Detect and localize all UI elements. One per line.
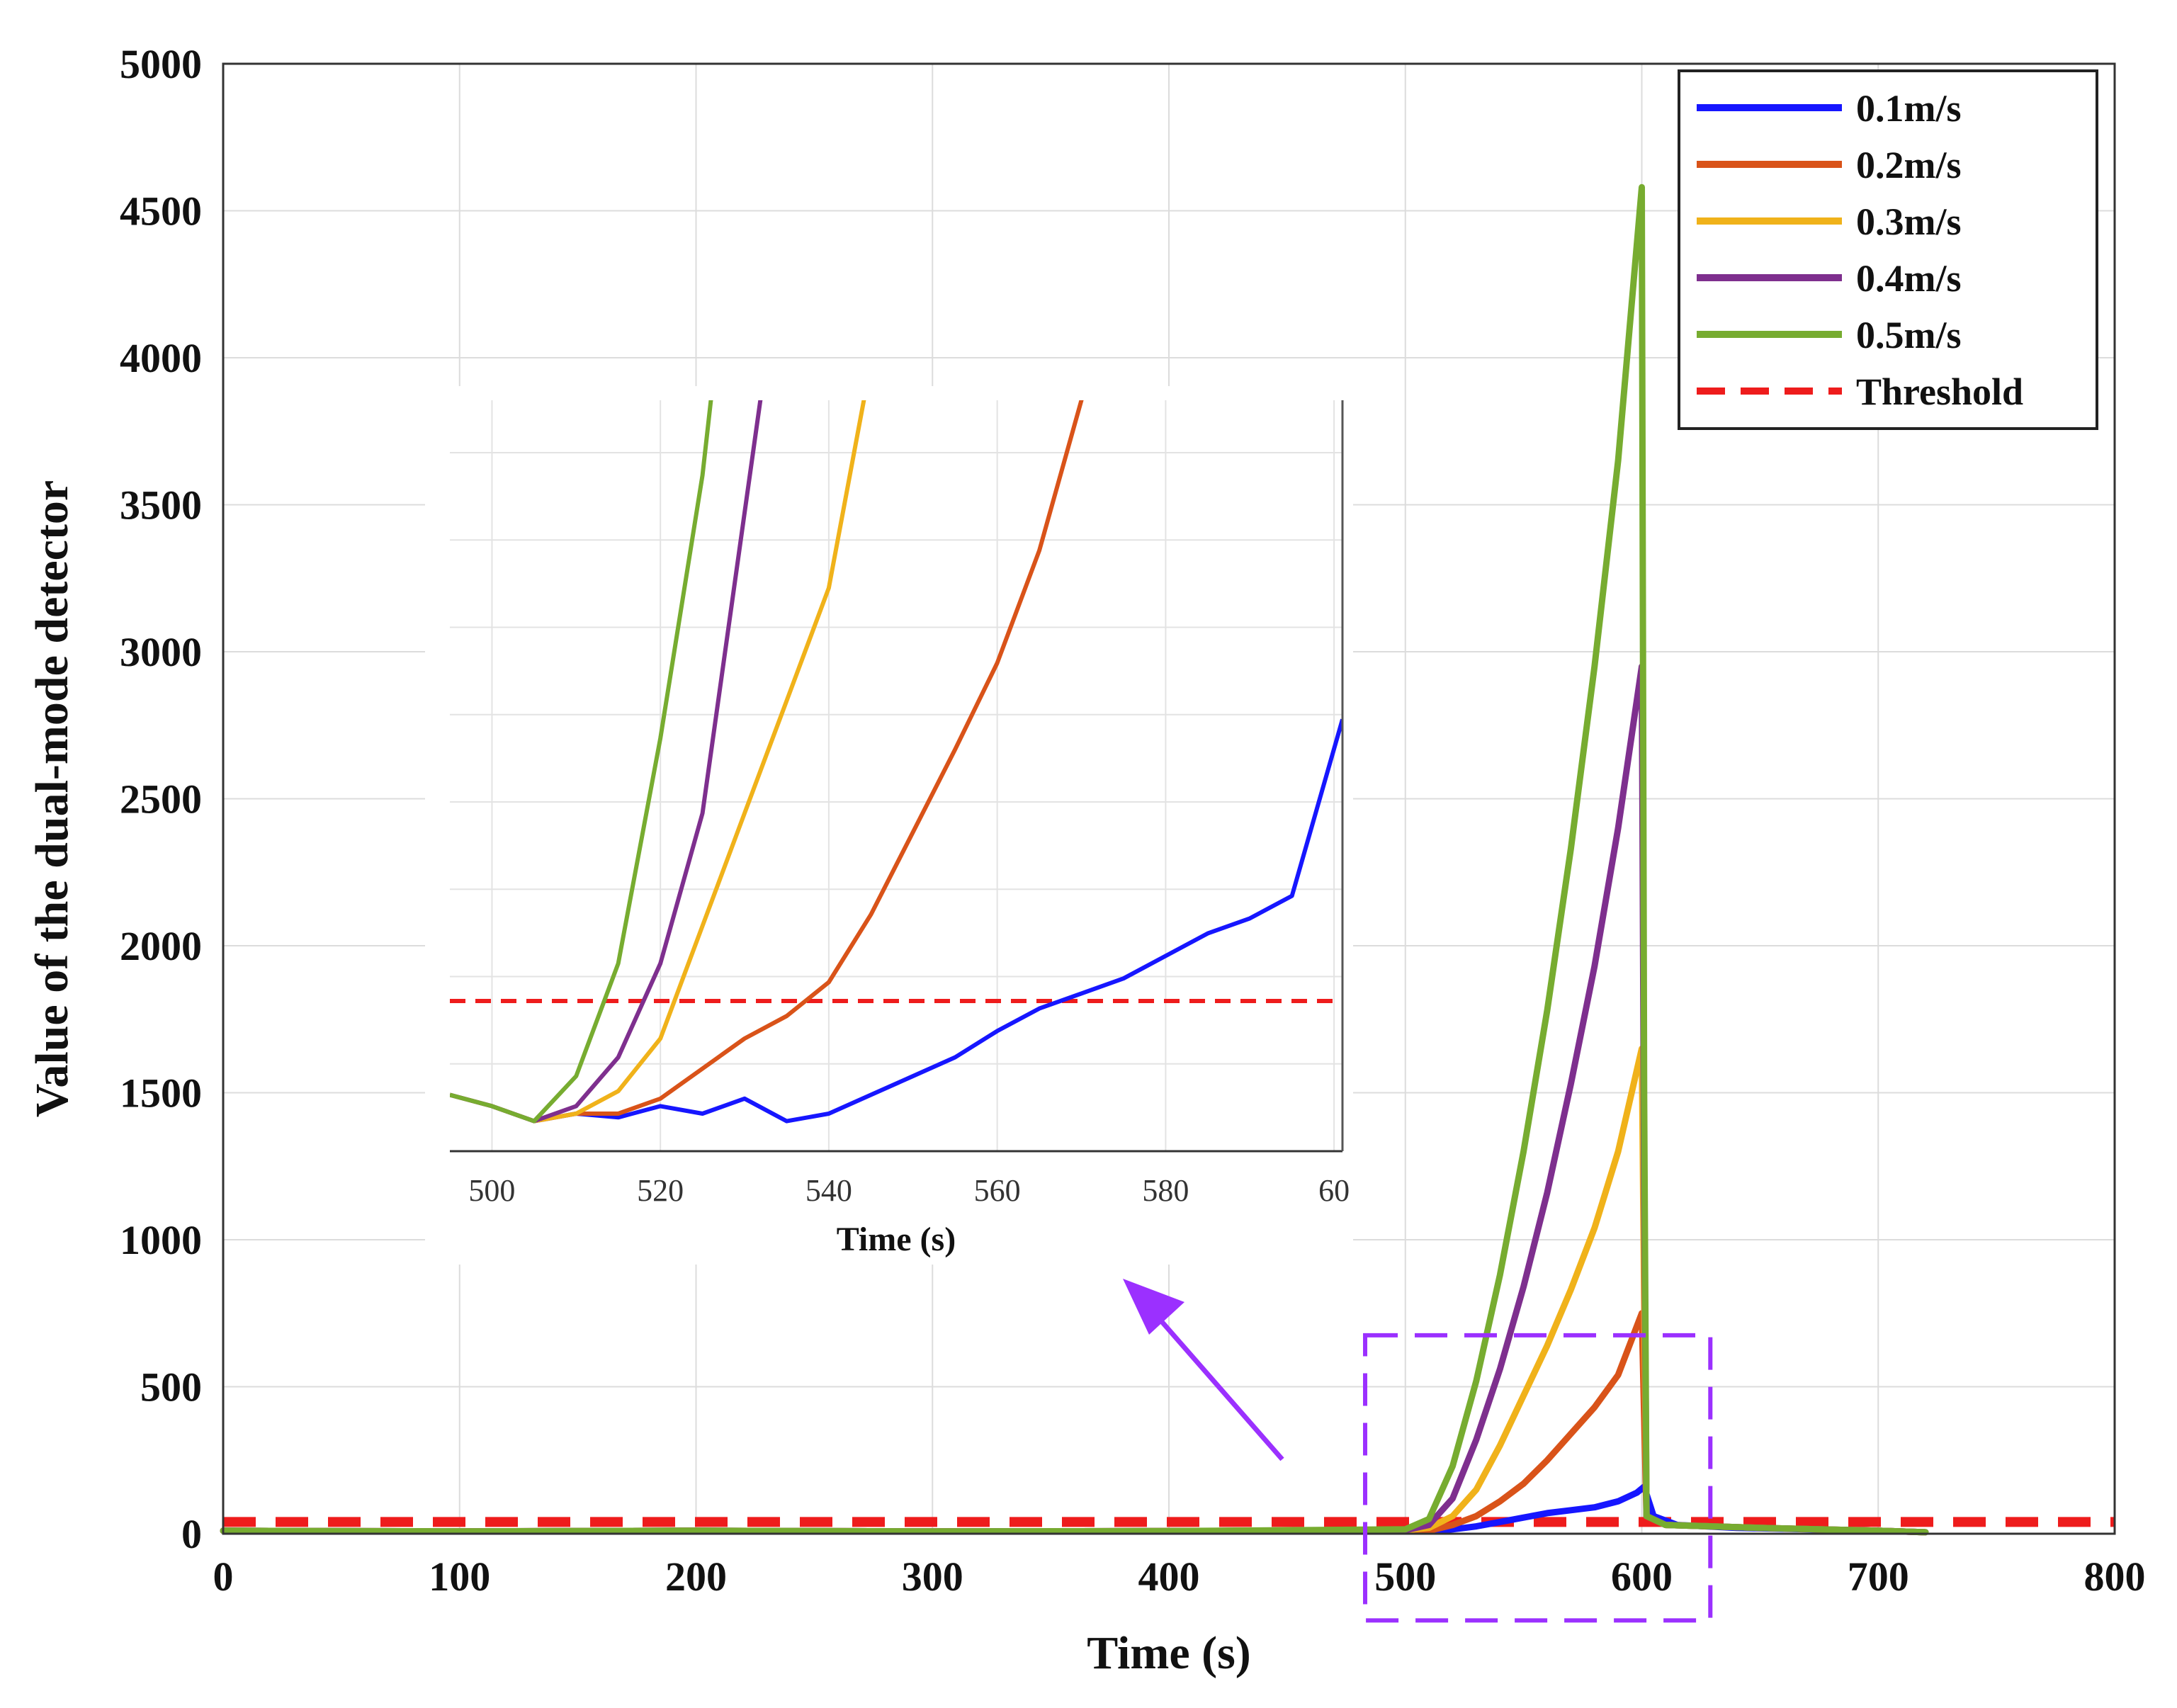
x-tick-label-600: 600 bbox=[1611, 1554, 1673, 1600]
zoom-arrow-head bbox=[1123, 1279, 1184, 1335]
legend-label-0-3m-s: 0.3m/s bbox=[1856, 200, 1962, 243]
inset-series-layer bbox=[450, 400, 1342, 1124]
x-tick-label-700: 700 bbox=[1848, 1554, 1909, 1600]
inset-x-tick-label-580: 580 bbox=[1142, 1173, 1189, 1208]
legend-box bbox=[1678, 69, 2098, 430]
zoom-annotation bbox=[1123, 1279, 1713, 1623]
x-tick-label-0: 0 bbox=[213, 1554, 234, 1600]
y-tick-label-1500: 1500 bbox=[120, 1070, 202, 1116]
legend-label-0-5m-s: 0.5m/s bbox=[1856, 314, 1962, 356]
x-tick-label-300: 300 bbox=[902, 1554, 963, 1600]
x-tick-label-500: 500 bbox=[1374, 1554, 1436, 1600]
legend: 0.1m/s 0.2m/s 0.3m/s 0.4m/s 0.5m/s Threshold bbox=[1678, 69, 2098, 430]
legend-label-0-1m-s: 0.1m/s bbox=[1856, 87, 1962, 130]
y-tick-label-5000: 5000 bbox=[120, 41, 202, 87]
x-axis-title: Time (s) bbox=[1087, 1627, 1251, 1679]
y-tick-label-2500: 2500 bbox=[120, 776, 202, 822]
legend-label-0-2m-s: 0.2m/s bbox=[1856, 144, 1962, 186]
inset-x-tick-label-540: 540 bbox=[805, 1173, 852, 1208]
y-tick-label-3500: 3500 bbox=[120, 482, 202, 528]
main-chart: 0 100 200 300 400 500 600 700 800 0 500 1000 1500 20… bbox=[26, 41, 2146, 1679]
inset-x-tick-label-520: 520 bbox=[637, 1173, 684, 1208]
y-tick-label-4000: 4000 bbox=[120, 335, 202, 381]
series-line-0-5m-s bbox=[220, 183, 1929, 1536]
inset-x-tick-label-60: 60 bbox=[1318, 1173, 1350, 1208]
inset-series-line-0-5m-s bbox=[450, 400, 713, 1124]
main-series-layer bbox=[220, 183, 1929, 1536]
legend-label-0-4m-s: 0.4m/s bbox=[1856, 257, 1962, 300]
legend-label-threshold: Threshold bbox=[1856, 371, 2023, 413]
inset-x-tick-labels: 500 520 540 560 580 60 bbox=[468, 1173, 1350, 1208]
zoom-region-box bbox=[1363, 1333, 1713, 1623]
inset-gridlines bbox=[450, 400, 1342, 1151]
y-tick-label-2000: 2000 bbox=[120, 923, 202, 969]
inset-background bbox=[425, 386, 1353, 1265]
x-tick-label-100: 100 bbox=[429, 1554, 490, 1600]
inset-chart: 500 520 540 560 580 60 Time (s) bbox=[425, 386, 1353, 1265]
zoom-arrow bbox=[1156, 1316, 1284, 1461]
y-tick-label-0: 0 bbox=[181, 1511, 202, 1557]
x-tick-label-800: 800 bbox=[2084, 1554, 2146, 1600]
y-tick-label-500: 500 bbox=[140, 1364, 202, 1410]
x-tick-label-400: 400 bbox=[1138, 1554, 1200, 1600]
main-y-tick-labels: 0 500 1000 1500 2000 2500 3000 3500 4000 4500 5000 bbox=[120, 41, 202, 1557]
x-tick-label-200: 200 bbox=[665, 1554, 727, 1600]
main-plot-frame bbox=[222, 62, 2116, 1535]
main-x-tick-labels: 0 100 200 300 400 500 600 700 800 bbox=[213, 1554, 2146, 1600]
y-tick-label-4500: 4500 bbox=[120, 188, 202, 234]
inset-x-tick-label-500: 500 bbox=[468, 1173, 515, 1208]
y-axis-title: Value of the dual-mode detector bbox=[26, 480, 78, 1117]
inset-x-tick-label-560: 560 bbox=[974, 1173, 1021, 1208]
inset-axes bbox=[450, 400, 1344, 1153]
y-tick-label-3000: 3000 bbox=[120, 629, 202, 675]
inset-x-axis-title: Time (s) bbox=[837, 1221, 956, 1258]
y-tick-label-1000: 1000 bbox=[120, 1217, 202, 1263]
